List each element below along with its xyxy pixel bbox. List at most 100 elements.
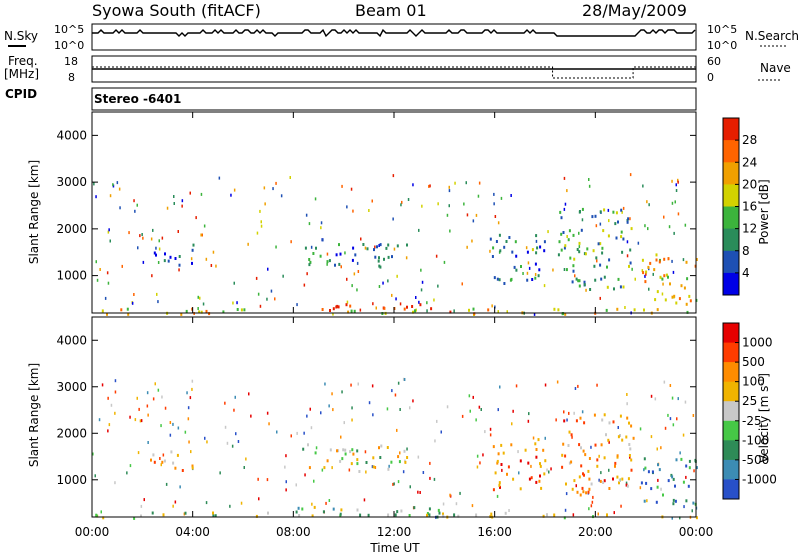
- freq-label-line2: [MHz]: [4, 67, 39, 81]
- velocity-echo-point: [515, 384, 518, 388]
- power-colorbar-band: [723, 140, 739, 163]
- velocity-echo-cell: [524, 448, 527, 452]
- velocity-echo-cell: [351, 448, 354, 452]
- velocity-colorbar-tick-label: 25: [742, 394, 757, 408]
- velocity-echo-point: [160, 424, 162, 428]
- time-tick-label: 08:00: [276, 525, 311, 539]
- power-echo-cell: [312, 252, 315, 255]
- power-echo-point: [305, 213, 308, 217]
- velocity-echo-point: [597, 512, 599, 516]
- power-echo-cell: [373, 248, 375, 252]
- velocity-echo-point: [174, 500, 177, 504]
- power-echo-point: [449, 229, 451, 233]
- velocity-echo-cell: [295, 510, 298, 514]
- power-colorbar-band: [723, 162, 739, 185]
- power-echo-point: [421, 280, 424, 284]
- velocity-echo-cell: [313, 505, 316, 509]
- power-echo-point: [578, 231, 580, 235]
- power-echo-cell: [627, 217, 630, 221]
- velocity-echo-point: [250, 414, 252, 418]
- power-echo-point: [267, 267, 269, 271]
- velocity-echo-cell: [162, 513, 165, 517]
- velocity-echo-cell: [340, 508, 343, 512]
- velocity-echo-point: [412, 399, 414, 403]
- power-echo-point: [671, 201, 674, 205]
- velocity-echo-cell: [184, 511, 187, 515]
- power-echo-point: [465, 181, 467, 185]
- power-echo-cell: [503, 282, 506, 285]
- velocity-echo-cell: [588, 477, 591, 481]
- velocity-echo-cell: [685, 499, 688, 503]
- power-echo-cell: [526, 278, 529, 282]
- velocity-echo-cell: [596, 458, 599, 462]
- power-echo-point: [275, 245, 277, 249]
- velocity-colorbar-band: [723, 381, 739, 402]
- power-echo-point: [497, 221, 500, 225]
- velocity-echo-cell: [496, 461, 499, 465]
- power-echo-cell: [180, 312, 183, 316]
- velocity-colorbar-band: [723, 440, 739, 461]
- power-echo-point: [260, 220, 262, 224]
- power-echo-cell: [350, 309, 353, 313]
- power-echo-cell: [489, 237, 492, 241]
- velocity-echo-point: [110, 403, 113, 407]
- power-ytick-label: 2000: [56, 222, 87, 236]
- power-echo-point: [197, 307, 199, 310]
- velocity-echo-point: [235, 432, 237, 436]
- velocity-echo-cell: [396, 510, 399, 514]
- velocity-echo-cell: [688, 459, 691, 463]
- power-colorbar-band: [723, 228, 739, 252]
- power-echo-cell: [616, 307, 619, 311]
- power-echo-cell: [101, 309, 104, 313]
- power-echo-cell: [328, 259, 331, 263]
- power-echo-point: [310, 245, 313, 249]
- power-echo-point: [453, 309, 455, 313]
- velocity-echo-point: [550, 467, 552, 471]
- velocity-echo-point: [328, 499, 331, 502]
- power-echo-point: [566, 189, 568, 193]
- power-echo-point: [382, 281, 384, 285]
- velocity-echo-cell: [540, 486, 543, 490]
- velocity-echo-cell: [352, 452, 355, 456]
- power-echo-point: [662, 282, 664, 286]
- power-echo-point: [672, 270, 675, 274]
- velocity-echo-point: [306, 414, 308, 418]
- power-ylabel: Slant Range [km]: [27, 160, 41, 264]
- power-echo-point: [255, 276, 258, 280]
- power-echo-cell: [539, 245, 542, 249]
- power-echo-cell: [597, 242, 600, 246]
- power-echo-cell: [595, 256, 598, 260]
- power-colorbar: 28 24 20 16 12 8 4: [722, 117, 757, 296]
- freq-label-line1: Freq.: [8, 54, 38, 68]
- velocity-echo-point: [285, 454, 287, 458]
- velocity-echo-cell: [671, 475, 674, 479]
- power-echo-cell: [626, 220, 629, 224]
- power-echo-point: [564, 202, 567, 206]
- power-echo-point: [109, 239, 111, 243]
- velocity-echo-cell: [387, 467, 390, 471]
- velocity-echo-cell: [580, 464, 583, 468]
- velocity-echo-point: [268, 422, 270, 426]
- power-echo-point: [133, 199, 135, 203]
- velocity-echo-point: [679, 516, 681, 520]
- velocity-echo-point: [138, 407, 140, 411]
- power-echo-cell: [630, 227, 633, 231]
- velocity-colorbar-tick-label: -1000: [742, 472, 777, 486]
- power-echo-cell: [557, 253, 560, 257]
- power-echo-point: [233, 188, 236, 192]
- power-echo-point: [629, 217, 631, 221]
- velocity-echo-cell: [582, 490, 585, 494]
- velocity-echo-point: [324, 382, 326, 386]
- power-echo-point: [622, 206, 625, 210]
- velocity-echo-point: [671, 516, 673, 520]
- power-echo-cell: [644, 280, 647, 284]
- power-echo-cell: [337, 305, 340, 309]
- velocity-echo-cell: [500, 463, 503, 466]
- velocity-echo-point: [629, 455, 631, 459]
- power-echo-cell: [543, 249, 546, 253]
- velocity-echo-point: [480, 408, 482, 411]
- power-echo-point: [247, 242, 249, 246]
- power-echo-cell: [576, 248, 579, 251]
- velocity-echo-point: [363, 498, 366, 502]
- power-echo-cell: [387, 255, 390, 259]
